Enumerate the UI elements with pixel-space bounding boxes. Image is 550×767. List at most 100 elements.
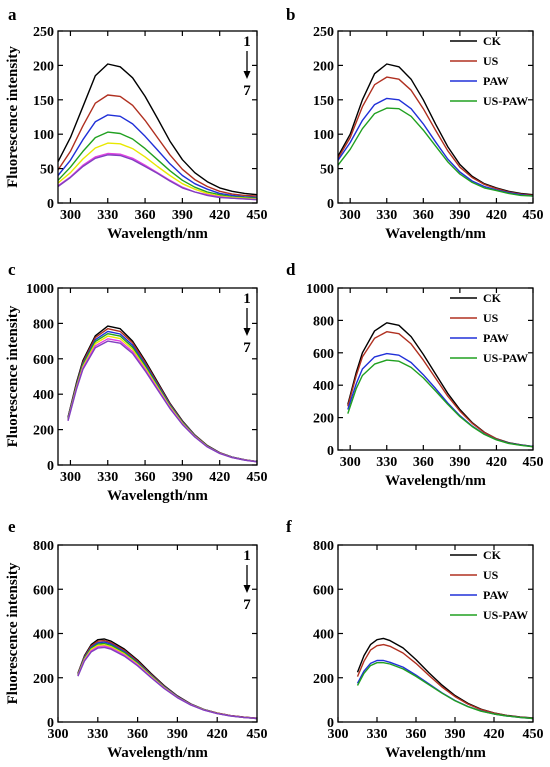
x-axis-title: Wavelength/nm xyxy=(107,226,208,242)
x-tick-label: 420 xyxy=(486,455,507,470)
x-tick-label: 450 xyxy=(523,455,544,470)
series-line-paw xyxy=(347,352,534,448)
y-tick-label: 150 xyxy=(313,94,334,109)
series-line-us xyxy=(337,76,534,197)
y-tick-label: 600 xyxy=(313,583,334,598)
x-tick-label: 450 xyxy=(523,727,544,742)
series-line-1 xyxy=(57,63,258,196)
x-tick-label: 300 xyxy=(340,455,361,470)
y-tick-label: 200 xyxy=(33,424,54,439)
y-axis-title: Fluorescence intensity xyxy=(5,562,21,704)
y-tick-label: 250 xyxy=(313,25,334,40)
legend-label: US xyxy=(483,311,499,325)
y-tick-label: 1000 xyxy=(26,282,54,297)
legend-label: PAW xyxy=(483,588,509,602)
y-tick-label: 600 xyxy=(313,347,334,362)
x-tick-label: 390 xyxy=(449,208,470,223)
annotation-arrow-head xyxy=(243,328,251,336)
x-tick-label: 300 xyxy=(328,727,349,742)
legend-label: CK xyxy=(483,548,502,562)
series-line-4 xyxy=(57,131,258,199)
series-line-us-paw xyxy=(337,107,534,197)
x-tick-label: 360 xyxy=(406,727,427,742)
x-tick-label: 330 xyxy=(367,727,388,742)
legend-label: US xyxy=(483,568,499,582)
y-tick-label: 150 xyxy=(33,94,54,109)
series-line-6 xyxy=(77,645,258,720)
x-tick-label: 450 xyxy=(247,470,268,485)
x-tick-label: 330 xyxy=(87,727,108,742)
x-tick-label: 360 xyxy=(135,208,156,223)
x-tick-label: 390 xyxy=(167,727,188,742)
y-tick-label: 800 xyxy=(33,539,54,554)
x-axis-title: Wavelength/nm xyxy=(385,745,486,761)
panel-letter: a xyxy=(8,5,17,24)
plot-frame xyxy=(57,287,258,466)
plot-frame xyxy=(57,30,258,204)
series-line-paw xyxy=(337,97,534,197)
annotation-bottom: 7 xyxy=(243,83,251,99)
y-tick-label: 800 xyxy=(313,539,334,554)
series-line-us-paw xyxy=(347,359,534,448)
legend-label: US xyxy=(483,54,499,68)
legend-label: US-PAW xyxy=(483,608,528,622)
panel-letter: b xyxy=(286,5,295,24)
y-tick-label: 0 xyxy=(47,716,54,731)
y-tick-label: 100 xyxy=(313,128,334,143)
annotation-bottom: 7 xyxy=(243,340,251,356)
series-line-4 xyxy=(77,642,258,720)
x-tick-label: 300 xyxy=(60,208,81,223)
x-axis-title: Wavelength/nm xyxy=(385,473,486,489)
y-tick-label: 400 xyxy=(313,379,334,394)
plot-frame xyxy=(337,544,534,723)
y-tick-label: 800 xyxy=(33,317,54,332)
y-tick-label: 0 xyxy=(327,716,334,731)
y-tick-label: 0 xyxy=(327,197,334,212)
series-line-us-paw xyxy=(356,662,534,720)
y-tick-label: 600 xyxy=(33,583,54,598)
y-tick-label: 1000 xyxy=(306,282,334,297)
panel-c: c 300 330 360 390 420 450 0 200 400 600 800 1000 Wave… xyxy=(5,260,268,504)
x-tick-label: 390 xyxy=(172,470,193,485)
y-tick-label: 200 xyxy=(313,59,334,74)
x-tick-label: 420 xyxy=(486,208,507,223)
y-tick-label: 400 xyxy=(33,388,54,403)
y-tick-label: 50 xyxy=(320,163,334,178)
panel-b: b 300 330 360 390 420 450 0 50 100 150 200 250 Wavele… xyxy=(286,5,544,242)
annotation-arrow-head xyxy=(243,585,251,593)
y-tick-label: 400 xyxy=(33,628,54,643)
series-line-3 xyxy=(77,641,258,720)
y-tick-label: 50 xyxy=(40,163,54,178)
x-tick-label: 420 xyxy=(484,727,505,742)
y-axis-title: Fluorescence intensity xyxy=(5,305,21,447)
plot-frame xyxy=(337,287,534,451)
x-axis-title: Wavelength/nm xyxy=(107,488,208,504)
x-tick-label: 360 xyxy=(413,455,434,470)
x-tick-label: 330 xyxy=(376,208,397,223)
series-line-us xyxy=(356,643,534,719)
series-line-6 xyxy=(67,338,258,463)
legend-label: CK xyxy=(483,291,502,305)
series-line-1 xyxy=(77,638,258,719)
panel-a: a 300 330 360 390 420 450 0 50 100 150 200 250 Wavele… xyxy=(5,5,268,242)
x-tick-label: 390 xyxy=(449,455,470,470)
y-tick-label: 250 xyxy=(33,25,54,40)
x-tick-label: 420 xyxy=(207,727,228,742)
x-tick-label: 450 xyxy=(247,208,268,223)
x-tick-label: 330 xyxy=(97,470,118,485)
x-tick-label: 300 xyxy=(48,727,69,742)
x-tick-label: 420 xyxy=(209,208,230,223)
x-tick-label: 330 xyxy=(376,455,397,470)
x-tick-label: 450 xyxy=(523,208,544,223)
panel-letter: c xyxy=(8,260,16,279)
annotation-top: 1 xyxy=(243,548,251,564)
x-axis-title: Wavelength/nm xyxy=(385,226,486,242)
panel-e: e 300 330 360 390 420 450 0 200 400 600 800 Waveleng… xyxy=(5,517,268,761)
x-tick-label: 300 xyxy=(60,470,81,485)
x-tick-label: 300 xyxy=(340,208,361,223)
y-tick-label: 0 xyxy=(327,444,334,459)
y-tick-label: 0 xyxy=(47,197,54,212)
series-line-7 xyxy=(77,646,258,720)
x-tick-label: 330 xyxy=(97,208,118,223)
